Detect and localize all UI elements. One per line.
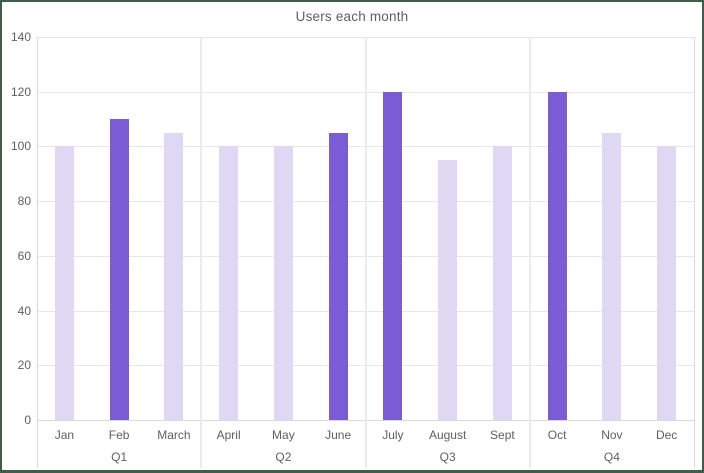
x-axis-label-may: May	[272, 428, 295, 442]
bar-june	[328, 132, 348, 420]
quarter-separator	[528, 37, 531, 468]
x-axis-label-nov: Nov	[601, 428, 623, 442]
x-axis-label-august: August	[428, 428, 467, 442]
y-axis-tick-label: 20	[17, 358, 31, 373]
plot-edge-line	[37, 37, 38, 468]
bar-sept	[492, 146, 512, 420]
x-axis-label-feb: Feb	[108, 428, 130, 442]
group-label-q3: Q3	[439, 450, 456, 464]
x-axis-label-march: March	[157, 428, 191, 442]
bar-july	[383, 91, 403, 420]
bar-april	[219, 146, 239, 420]
y-axis-tick-label: 120	[10, 84, 31, 99]
x-axis-label-oct: Oct	[547, 428, 567, 442]
bar-oct	[547, 91, 567, 420]
x-axis-label-sept: Sept	[490, 428, 515, 442]
bar-dec	[657, 146, 677, 420]
bar-feb	[109, 119, 129, 420]
bar-nov	[602, 132, 622, 420]
y-axis-tick-label: 0	[24, 413, 31, 427]
plot-edge-line	[694, 37, 695, 468]
y-axis-tick-label: 60	[17, 248, 31, 263]
y-axis-tick-label: 140	[10, 30, 31, 44]
chart-title: Users each month	[295, 9, 409, 24]
y-axis-tick-label: 40	[17, 303, 31, 318]
bar-august	[438, 160, 458, 420]
x-axis-label-june: June	[325, 428, 352, 442]
quarter-separator	[364, 37, 367, 468]
bar-jan	[54, 146, 74, 420]
group-label-q4: Q4	[603, 450, 620, 464]
y-axis-tick-label: 100	[10, 139, 31, 154]
bar-may	[273, 146, 293, 420]
x-axis-label-dec: Dec	[655, 428, 678, 442]
group-label-q1: Q1	[111, 450, 128, 464]
x-axis-label-july: July	[382, 428, 404, 442]
x-axis-label-jan: Jan	[54, 428, 75, 442]
bar-march	[164, 132, 184, 420]
group-label-q2: Q2	[275, 450, 292, 464]
quarter-separator	[200, 37, 203, 468]
y-axis-tick-label: 80	[17, 194, 31, 209]
x-axis-label-april: April	[216, 428, 241, 442]
